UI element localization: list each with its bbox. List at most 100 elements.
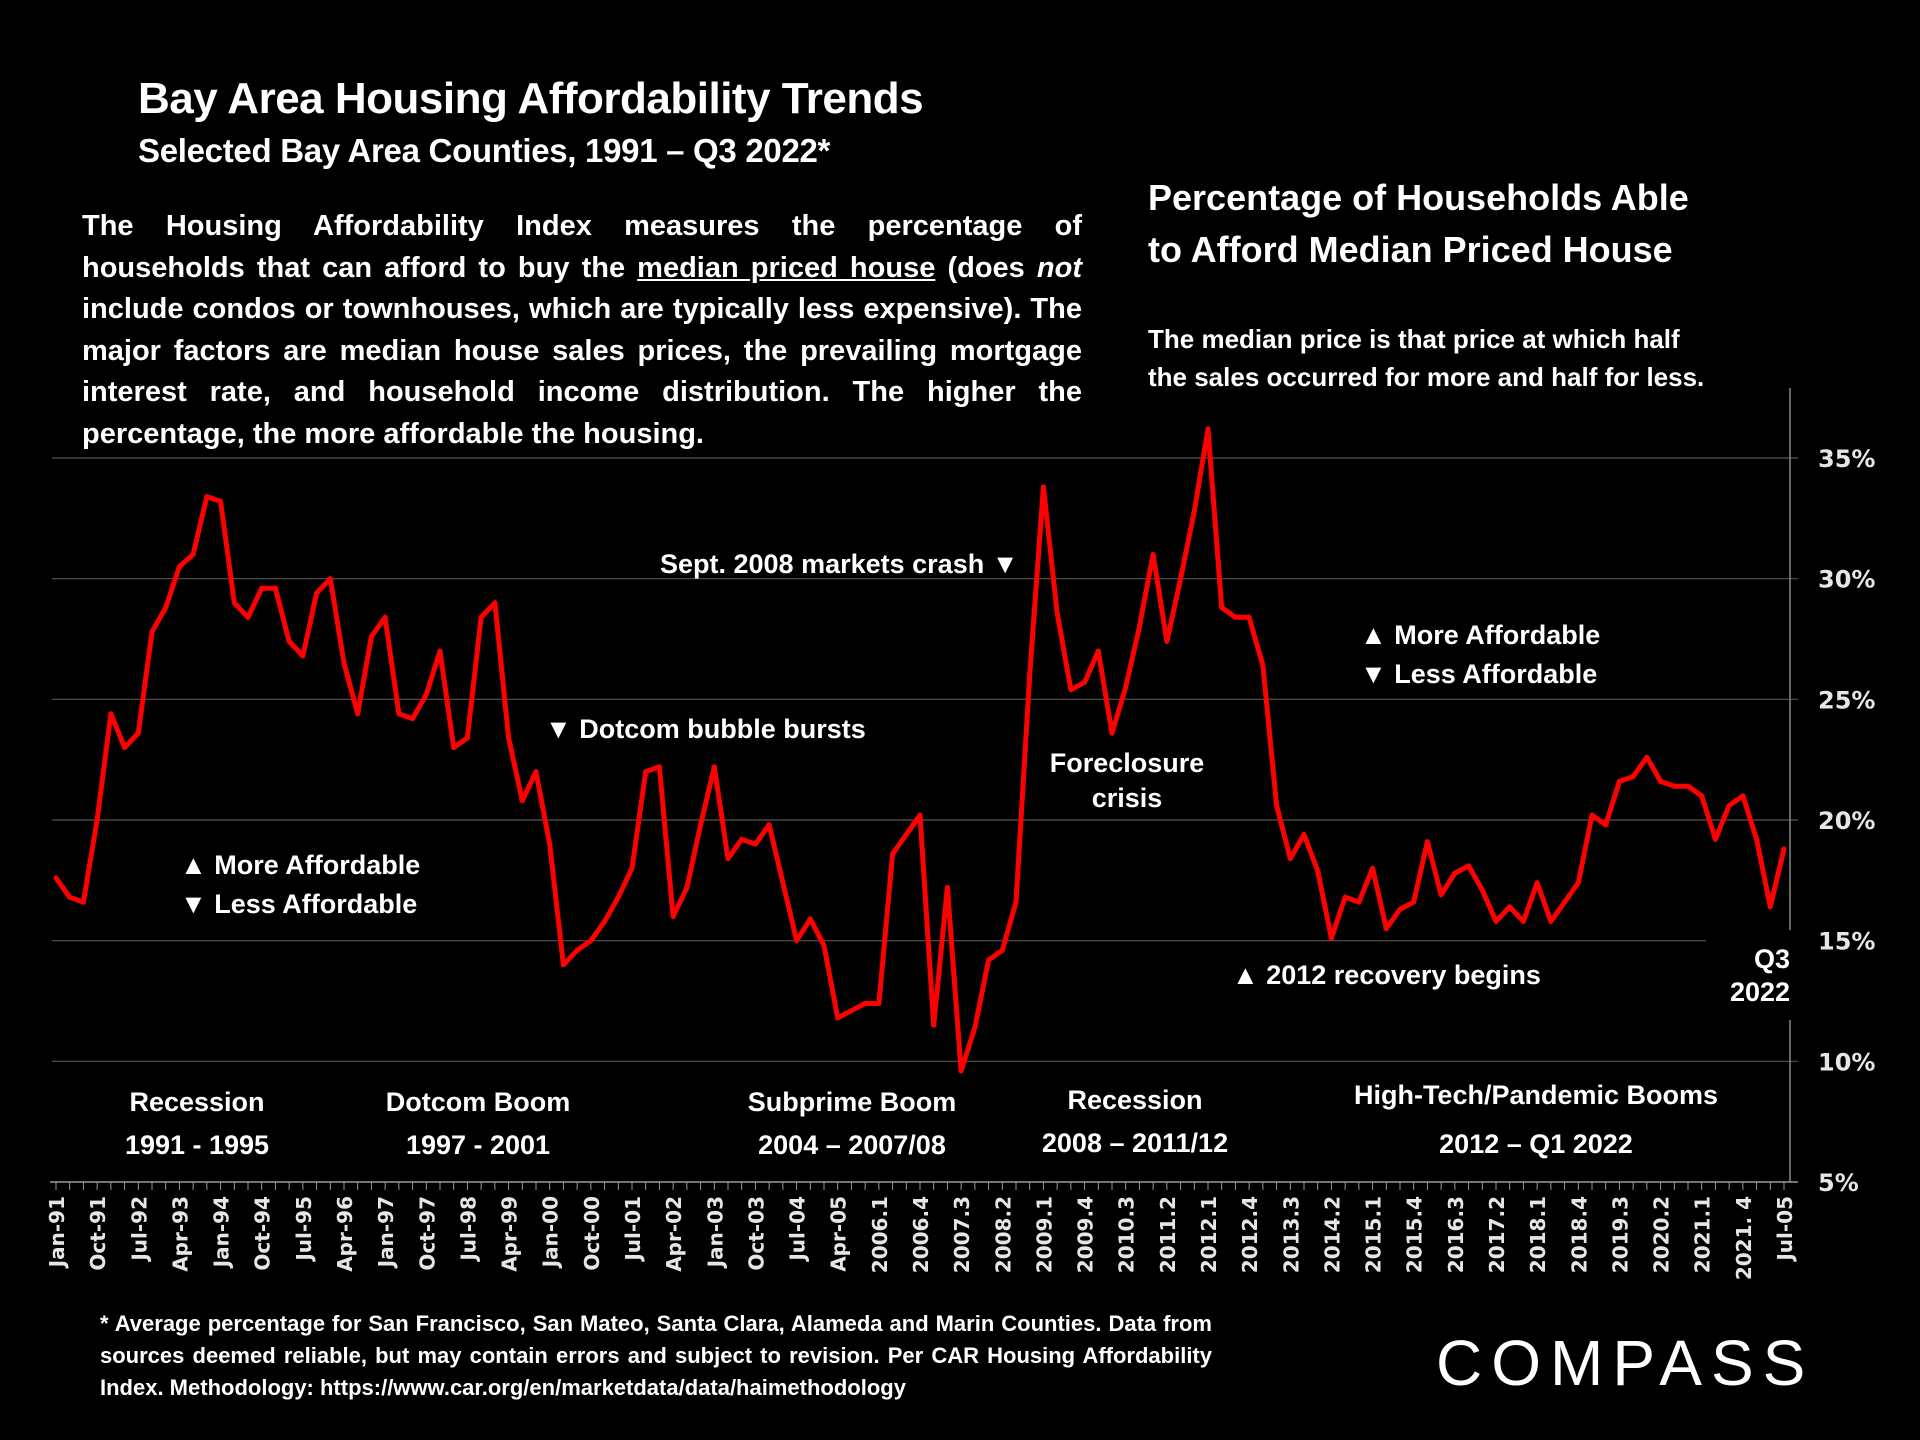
data-point xyxy=(1548,918,1554,924)
data-point xyxy=(931,1022,937,1028)
data-point xyxy=(1397,906,1403,912)
data-point xyxy=(1575,880,1581,886)
chart-title-line: Percentage of Households Able xyxy=(1148,177,1689,218)
x-tick-label: Jul-04 xyxy=(786,1196,810,1263)
y-tick-label: 15% xyxy=(1818,928,1875,956)
annotation-line: Foreclosure xyxy=(1049,748,1205,778)
annotation-line: 2022 xyxy=(1730,977,1791,1007)
data-point xyxy=(478,614,484,620)
data-point xyxy=(259,585,265,591)
data-point xyxy=(643,769,649,775)
data-point xyxy=(1040,484,1046,490)
data-point xyxy=(711,764,717,770)
data-point xyxy=(149,629,155,635)
x-tick-label: 2017.2 xyxy=(1485,1196,1509,1273)
data-point xyxy=(1534,880,1540,886)
data-point xyxy=(1507,904,1513,910)
data-point xyxy=(547,841,553,847)
data-point xyxy=(835,1015,841,1021)
x-tick-label: 2012.1 xyxy=(1197,1196,1221,1273)
annotation-2012-recovery: ▲ 2012 recovery begins xyxy=(1232,960,1541,990)
legend-more-affordable-right: ▲ More Affordable xyxy=(1360,620,1601,650)
data-point xyxy=(1616,778,1622,784)
data-point xyxy=(492,600,498,606)
data-point xyxy=(1603,822,1609,828)
y-tick-label: 20% xyxy=(1818,807,1875,835)
data-point xyxy=(423,692,429,698)
note-line: The median price is that price at which … xyxy=(1148,324,1680,354)
data-point xyxy=(629,865,635,871)
gridlines xyxy=(52,457,1798,1062)
data-point xyxy=(1191,508,1197,514)
era-name: Recession xyxy=(129,1087,265,1117)
data-point xyxy=(725,856,731,862)
data-point xyxy=(245,614,251,620)
x-tick-label: Oct-97 xyxy=(415,1196,439,1271)
x-tick-label: Jan-00 xyxy=(539,1196,563,1269)
x-tick-label: 2008.2 xyxy=(991,1196,1015,1273)
annotation-q3-2022: Q3 2022 xyxy=(1730,944,1790,1008)
data-point xyxy=(684,885,690,891)
x-tick-label: Oct-00 xyxy=(580,1196,604,1271)
data-point xyxy=(218,498,224,504)
data-point xyxy=(1178,576,1184,582)
x-tick-label: Jan-94 xyxy=(210,1196,234,1269)
era-years: 1991 - 1995 xyxy=(124,1130,270,1160)
data-point xyxy=(890,851,896,857)
era-label: High-Tech/Pandemic Booms 2012 – Q1 2022 xyxy=(1354,1080,1718,1160)
data-point xyxy=(1630,774,1636,780)
page-subtitle: Selected Bay Area Counties, 1991 – Q3 20… xyxy=(138,132,831,169)
data-point xyxy=(1315,868,1321,874)
data-point xyxy=(1493,918,1499,924)
data-point xyxy=(314,590,320,596)
y-tick-label: 25% xyxy=(1818,686,1875,714)
data-point xyxy=(437,648,443,654)
data-point xyxy=(739,836,745,842)
era-years: 1997 - 2001 xyxy=(405,1130,551,1160)
data-point xyxy=(656,764,662,770)
data-point xyxy=(1287,856,1293,862)
data-point xyxy=(917,812,923,818)
data-point xyxy=(1411,899,1417,905)
description-text: (does xyxy=(935,251,1037,284)
data-point xyxy=(1013,899,1019,905)
data-point xyxy=(862,1000,868,1006)
data-point xyxy=(1562,899,1568,905)
y-axis: 5% 10% 15% 20% 25% 30% 35% xyxy=(1789,388,1875,1197)
x-tick-label: Oct-94 xyxy=(251,1196,275,1271)
data-point xyxy=(1699,793,1705,799)
legend-less-affordable-left: ▼ Less Affordable xyxy=(180,889,418,919)
legend-less-affordable-right: ▼ Less Affordable xyxy=(1360,659,1598,689)
data-point xyxy=(396,711,402,717)
data-point xyxy=(410,716,416,722)
data-point xyxy=(1301,831,1307,837)
description-text: The Housing Affordability Index measures… xyxy=(82,210,1082,284)
data-point xyxy=(588,938,594,944)
era-name: Recession xyxy=(1067,1085,1203,1115)
data-point xyxy=(560,962,566,968)
data-point xyxy=(464,735,470,741)
y-tick-label: 5% xyxy=(1818,1169,1859,1197)
data-point xyxy=(1027,672,1033,678)
description-paragraph: The Housing Affordability Index measures… xyxy=(82,206,1082,455)
data-point xyxy=(670,914,676,920)
description-italic: not xyxy=(1036,251,1082,284)
data-point xyxy=(780,880,786,886)
data-point xyxy=(451,745,457,751)
x-tick-label: 2012.4 xyxy=(1238,1196,1262,1273)
data-point xyxy=(1054,609,1060,615)
data-point xyxy=(519,798,525,804)
data-point xyxy=(1068,687,1074,693)
data-point xyxy=(848,1008,854,1014)
data-point xyxy=(286,638,292,644)
annotation-line: Q3 xyxy=(1753,944,1790,974)
era-name: Subprime Boom xyxy=(747,1087,957,1117)
data-point xyxy=(1712,836,1718,842)
data-point xyxy=(163,605,169,611)
data-point xyxy=(1274,803,1280,809)
data-point xyxy=(876,1000,882,1006)
data-point xyxy=(231,600,237,606)
x-tick-label: 2015.4 xyxy=(1403,1196,1427,1273)
era-label: Recession 2008 – 2011/12 xyxy=(1042,1085,1228,1159)
era-years: 2012 – Q1 2022 xyxy=(1439,1129,1633,1159)
